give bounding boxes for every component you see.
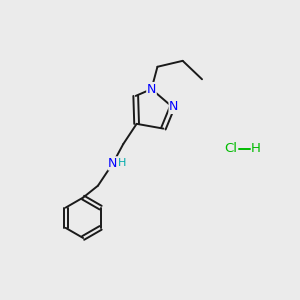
Text: Cl: Cl — [224, 142, 237, 155]
Text: H: H — [118, 158, 127, 168]
Text: N: N — [169, 100, 178, 113]
Text: N: N — [108, 157, 118, 170]
Text: H: H — [250, 142, 260, 155]
Text: N: N — [147, 82, 156, 96]
